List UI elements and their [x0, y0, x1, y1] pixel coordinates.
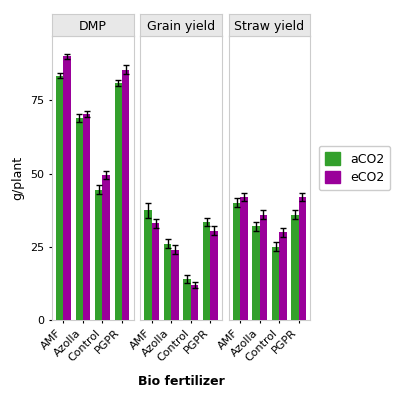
Legend: aCO2, eCO2: aCO2, eCO2 [319, 146, 390, 190]
Text: Straw yield: Straw yield [234, 20, 304, 32]
Bar [252, 226, 260, 320]
Bar [272, 247, 279, 320]
Text: DMP: DMP [79, 20, 107, 32]
Bar [76, 118, 83, 320]
Bar [95, 190, 102, 320]
Bar [191, 285, 198, 320]
Bar [233, 203, 240, 320]
Bar [291, 214, 299, 320]
Bar [203, 222, 210, 320]
Bar [260, 214, 267, 320]
Bar [210, 231, 218, 320]
Bar [144, 210, 152, 320]
Bar [183, 279, 191, 320]
Bar [122, 70, 129, 320]
Y-axis label: g/plant: g/plant [12, 156, 24, 200]
Bar [172, 250, 179, 320]
Bar [102, 175, 110, 320]
Text: Bio fertilizer: Bio fertilizer [138, 375, 224, 388]
Bar [299, 197, 306, 320]
Bar [279, 232, 287, 320]
Text: Grain yield: Grain yield [147, 20, 215, 32]
Bar [152, 223, 159, 320]
Bar [83, 114, 90, 320]
Bar [115, 83, 122, 320]
Bar [240, 197, 248, 320]
Bar [164, 244, 172, 320]
Bar [56, 76, 63, 320]
Bar [63, 56, 71, 320]
